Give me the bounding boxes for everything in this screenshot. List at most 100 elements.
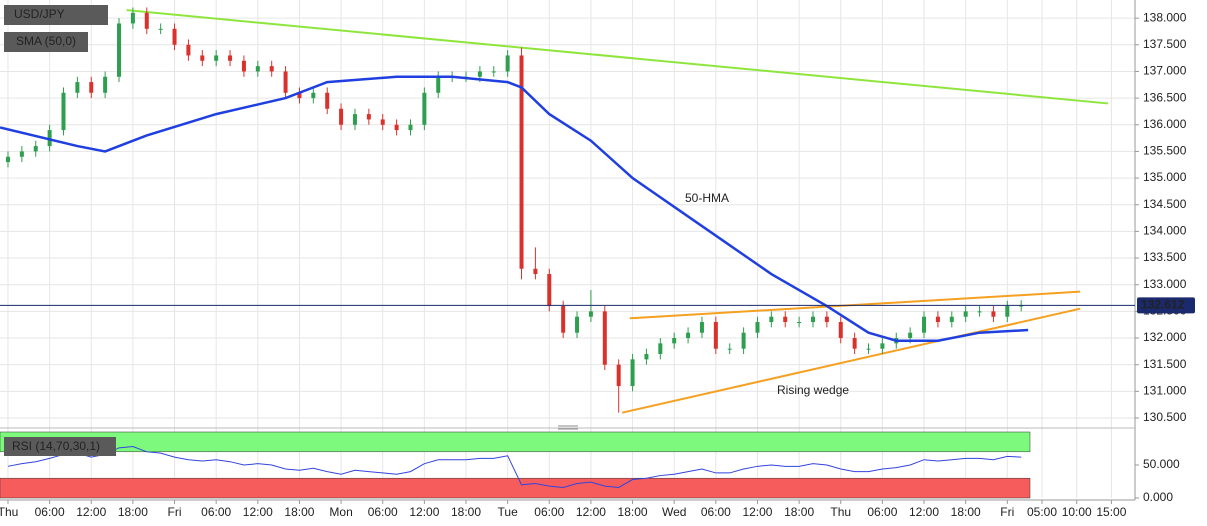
candle-body: [935, 316, 940, 323]
x-tick-label: 06:00: [35, 505, 65, 519]
x-tick-label: 10:00: [1062, 505, 1092, 519]
candle-body: [325, 92, 330, 109]
last-price-label: 132.612: [1141, 298, 1185, 312]
candle-body: [769, 316, 774, 323]
x-tick-label: 06:00: [534, 505, 564, 519]
background: [0, 0, 1135, 498]
candle-body: [922, 316, 927, 333]
line-label: 50-HMA: [685, 191, 729, 205]
y-tick-label: 131.500: [1143, 357, 1187, 371]
y-tick-label: 132.000: [1143, 330, 1187, 344]
candle-body: [241, 60, 246, 72]
candle-body: [1019, 305, 1024, 307]
candle-body: [422, 92, 427, 125]
candle-body: [991, 311, 996, 317]
candle-body: [436, 76, 441, 93]
candle-body: [228, 55, 233, 61]
x-tick-label: Fri: [1000, 505, 1014, 519]
candle-body: [810, 316, 815, 323]
candle-body: [713, 322, 718, 349]
x-tick-label: 18:00: [284, 505, 314, 519]
candle-body: [172, 28, 177, 45]
x-tick-label: 12:00: [409, 505, 439, 519]
x-tick-label: 15:00: [1096, 505, 1126, 519]
candle-body: [130, 12, 135, 24]
candle-body: [352, 114, 357, 125]
candle-body: [144, 12, 149, 29]
candle-body: [269, 66, 274, 72]
y-tick-label: 134.500: [1143, 197, 1187, 211]
candle-body: [519, 55, 524, 269]
candle-body: [61, 92, 66, 131]
x-tick-label: 06:00: [368, 505, 398, 519]
legend-indicator: SMA (50,0): [16, 34, 76, 48]
x-tick-label: 06:00: [867, 505, 897, 519]
y-tick-label: 137.000: [1143, 64, 1187, 78]
x-tick-label: 12:00: [576, 505, 606, 519]
candle-body: [547, 274, 552, 307]
x-tick-label: 18:00: [618, 505, 648, 519]
candle-body: [408, 124, 413, 131]
legend-box: [4, 5, 108, 25]
hma-line: [0, 75, 1029, 342]
y-tick-label: 133.000: [1143, 277, 1187, 291]
candle-body: [630, 359, 635, 387]
candle-body: [644, 354, 649, 360]
candle-body: [908, 332, 913, 339]
candle-body: [852, 338, 857, 349]
candle-body: [477, 71, 482, 77]
candle-body: [755, 322, 760, 333]
x-tick-label: Thu: [0, 505, 18, 519]
trendline: [126, 9, 1109, 105]
candle-body: [103, 76, 108, 93]
candle-body: [311, 92, 316, 99]
x-tick-label: 06:00: [701, 505, 731, 519]
candle-body: [658, 343, 663, 355]
candle-body: [797, 322, 802, 324]
x-tick-label: Tue: [498, 505, 519, 519]
candle-body: [727, 348, 732, 350]
y-tick-label: 136.000: [1143, 117, 1187, 131]
last-price-box: [1137, 297, 1195, 314]
candle-body: [117, 23, 122, 77]
candle-body: [963, 311, 968, 317]
rsi-line: [7, 446, 1022, 488]
wedge-label: Rising wedge: [777, 383, 849, 397]
x-tick-label: 18:00: [784, 505, 814, 519]
oversold-zone: [0, 477, 1031, 499]
candle-body: [89, 82, 94, 93]
candle-body: [186, 44, 191, 56]
candle-body: [575, 316, 580, 333]
legend-title: USD/JPY: [14, 7, 65, 21]
candle-body: [491, 71, 496, 73]
candle-body: [616, 364, 621, 387]
candle-body: [19, 151, 24, 157]
candle-body: [880, 343, 885, 349]
x-tick-label: Fri: [168, 505, 182, 519]
candle-body: [741, 332, 746, 349]
x-tick-label: 06:00: [201, 505, 231, 519]
candle-body: [949, 316, 954, 323]
overbought-zone: [0, 431, 1031, 453]
candle-body: [533, 268, 538, 275]
candle-body: [561, 306, 566, 333]
y-tick-label: 135.000: [1143, 170, 1187, 184]
candle-body: [33, 146, 38, 152]
x-tick-label: 18:00: [951, 505, 981, 519]
candle-body: [588, 311, 593, 317]
candle-body: [5, 156, 10, 163]
candle-body: [380, 119, 385, 125]
x-tick-label: 05:00: [1027, 505, 1057, 519]
candle-body: [47, 130, 52, 147]
candle-body: [283, 71, 288, 93]
candle-body: [200, 55, 205, 61]
legend-box: [4, 32, 88, 52]
y-tick-label: 133.500: [1143, 250, 1187, 264]
rsi-tick-label: 50.000: [1143, 457, 1180, 471]
x-tick-label: 12:00: [76, 505, 106, 519]
y-tick-label: 136.500: [1143, 90, 1187, 104]
candle-body: [977, 311, 982, 313]
candle-body: [783, 316, 788, 323]
candle-body: [255, 66, 260, 72]
